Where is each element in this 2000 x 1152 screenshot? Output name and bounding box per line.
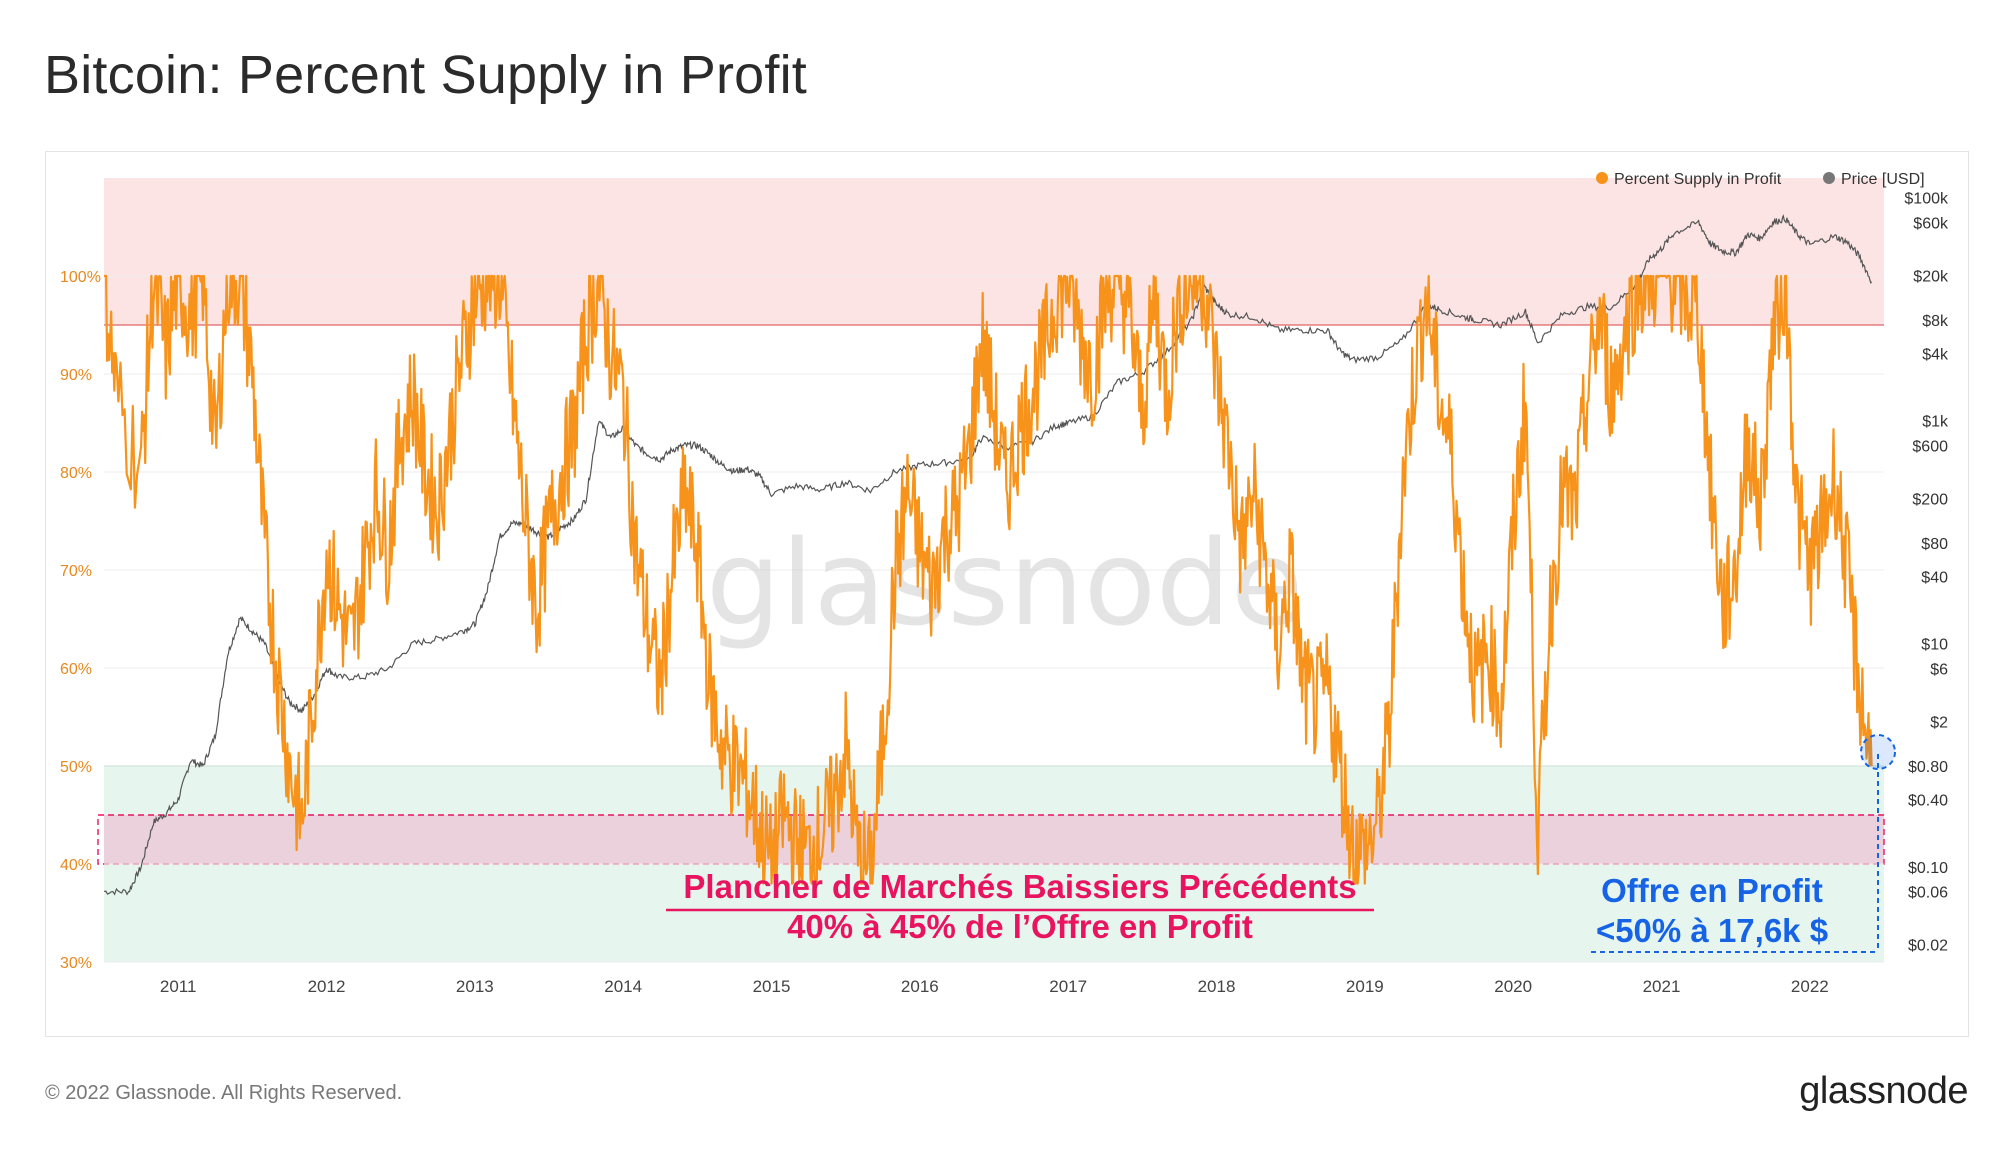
annotations: Plancher de Marchés Baissiers Précédents… [666,734,1896,953]
right-tick-label: $8k [1922,313,1949,330]
supply-in-profit-line [103,274,1873,885]
left-tick-label: 40% [60,857,92,874]
right-axis: $100k $60k $20k $8k $4k $1k $600 $200 $80 $40 $10 $… [1904,191,1949,955]
right-tick-label: $0.10 [1908,860,1948,877]
price-line [103,214,1873,896]
legend-swatch-supply [1596,172,1608,184]
chart-panel: glassnode 30% 40% 50% 60% 70% 80% 90% 100% $100… [45,151,1969,1037]
annotation-blue-line1: Offre en Profit [1601,872,1823,909]
brand-logo: glassnode [1799,1070,1968,1112]
chart-svg: glassnode 30% 40% 50% 60% 70% 80% 90% 100% $100… [60,171,1949,996]
right-tick-label: $10 [1921,637,1948,654]
right-tick-label: $0.02 [1908,938,1948,955]
right-tick-label: $40 [1921,570,1948,587]
copyright-text: © 2022 Glassnode. All Rights Reserved. [45,1082,403,1104]
x-axis: 2011 2012 2013 2014 2015 2016 2017 2018 2019 2020… [160,977,1829,996]
x-tick-label: 2012 [308,977,346,996]
x-tick-label: 2020 [1494,977,1532,996]
right-tick-label: $2 [1930,715,1948,732]
annotation-pink-line2: 40% à 45% de l’Offre en Profit [787,908,1253,945]
annotation-blue-line2: <50% à 17,6k $ [1596,912,1828,949]
x-tick-label: 2022 [1791,977,1829,996]
x-tick-label: 2014 [604,977,642,996]
left-tick-label: 50% [60,759,92,776]
band-overheated [104,178,1884,325]
right-tick-label: $6 [1930,661,1948,678]
band-bear-floor [104,815,1884,864]
legend-swatch-price [1823,172,1835,184]
watermark: glassnode [706,514,1303,652]
legend-label-price[interactable]: Price [USD] [1841,171,1925,188]
x-tick-label: 2017 [1049,977,1087,996]
x-tick-label: 2015 [753,977,791,996]
right-tick-label: $600 [1912,438,1948,455]
x-tick-label: 2011 [160,977,197,996]
x-tick-label: 2013 [456,977,494,996]
right-tick-label: $100k [1904,191,1949,208]
price-series [103,214,1873,896]
right-tick-label: $1k [1922,414,1949,431]
right-tick-label: $0.80 [1908,759,1948,776]
left-tick-label: 80% [60,465,92,482]
right-tick-label: $60k [1913,215,1949,232]
left-tick-label: 90% [60,367,92,384]
supply-series [103,274,1873,885]
page-title: Bitcoin: Percent Supply in Profit [44,45,807,105]
left-tick-label: 60% [60,661,92,678]
right-tick-label: $0.06 [1908,885,1948,902]
bear-floor-outline [97,814,1885,865]
x-tick-label: 2019 [1346,977,1384,996]
left-axis: 30% 40% 50% 60% 70% 80% 90% 100% [60,269,101,972]
annotation-blue-circle [1860,734,1896,770]
legend[interactable]: Percent Supply in Profit Price [USD] [1596,171,1925,188]
right-tick-label: $4k [1922,347,1949,364]
left-tick-label: 70% [60,563,92,580]
x-tick-label: 2021 [1643,977,1681,996]
gridlines [104,275,1884,963]
left-tick-label: 100% [60,269,101,286]
left-tick-label: 30% [60,955,92,972]
x-tick-label: 2018 [1198,977,1236,996]
annotation-pink-line1: Plancher de Marchés Baissiers Précédents [683,868,1356,905]
x-tick-label: 2016 [901,977,939,996]
legend-label-supply[interactable]: Percent Supply in Profit [1614,171,1782,188]
right-tick-label: $80 [1921,536,1948,553]
right-tick-label: $0.40 [1908,793,1948,810]
right-tick-label: $200 [1912,492,1948,509]
right-tick-label: $20k [1913,269,1949,286]
